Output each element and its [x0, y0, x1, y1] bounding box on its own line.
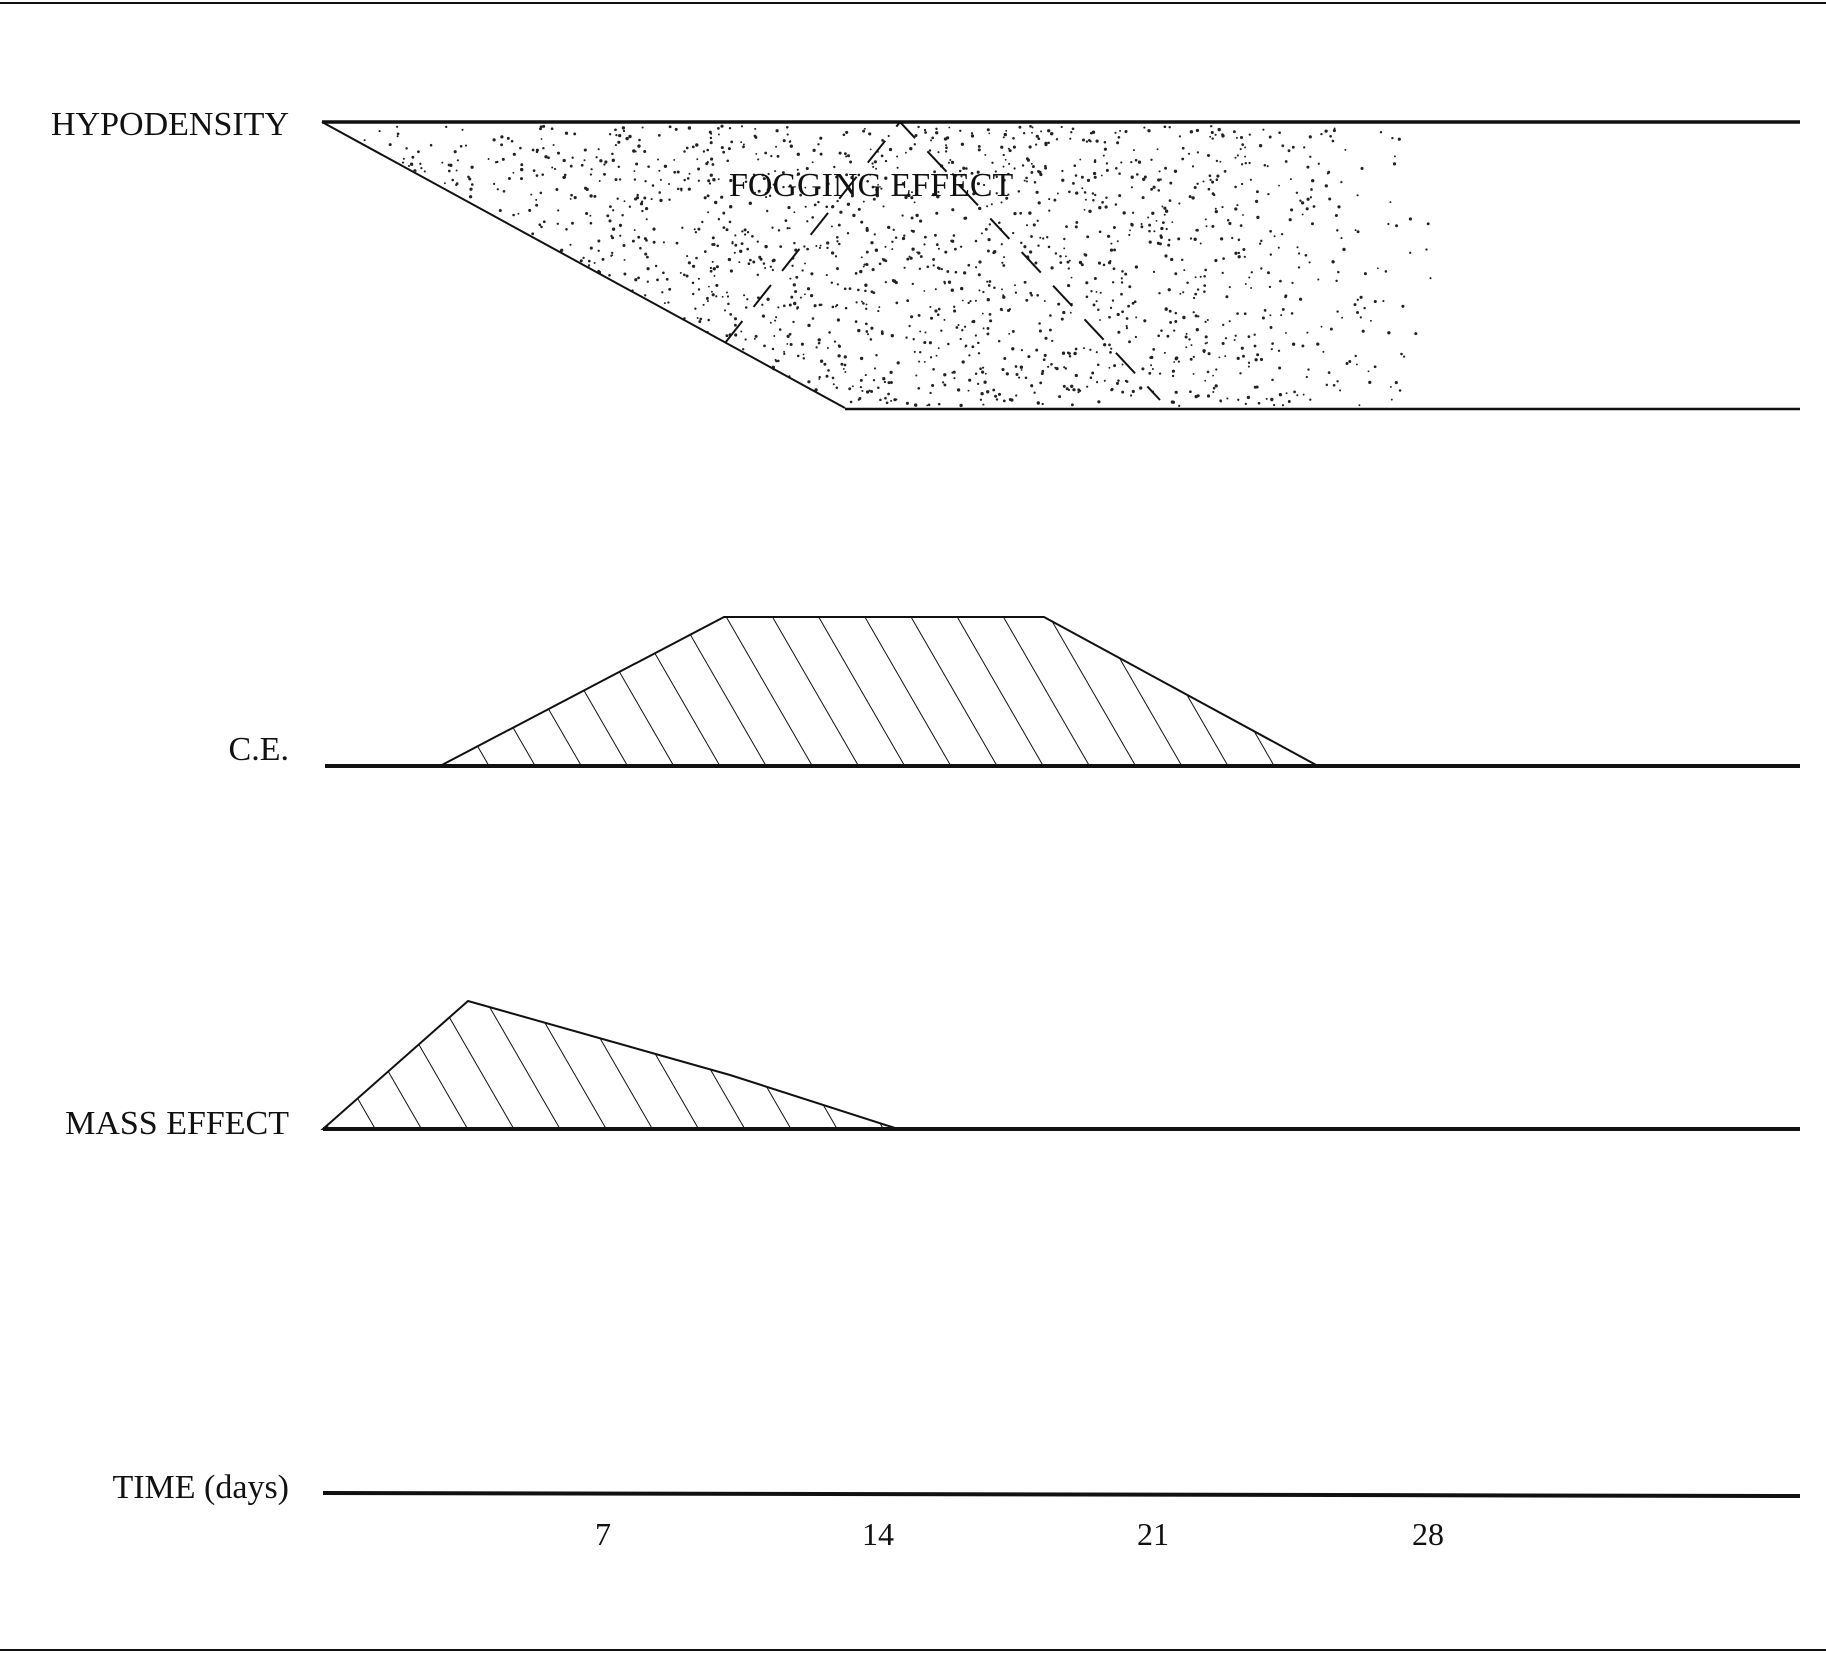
- mass-effect-hatched-triangle: [320, 999, 899, 1130]
- hypodensity-label: HYPODENSITY: [51, 106, 289, 143]
- time-axis-label: TIME (days): [112, 1469, 289, 1506]
- mass-effect-label: MASS EFFECT: [65, 1105, 289, 1142]
- time-tick-label: 7: [595, 1516, 611, 1552]
- time-tick-label: 14: [862, 1516, 894, 1552]
- ce-row: [325, 616, 1800, 768]
- hypodensity-row: [321, 120, 1800, 411]
- time-tick-label: 21: [1137, 1516, 1169, 1552]
- fogging-effect-dashed-line: [724, 120, 1161, 401]
- time-tick-label: 28: [1412, 1516, 1444, 1552]
- ce-label: C.E.: [228, 731, 289, 768]
- time-axis-line: [322, 1491, 1801, 1498]
- ce-hatched-trapezoid: [439, 616, 1319, 767]
- hypodensity-slope-line: [321, 121, 846, 409]
- mass-effect-row: [320, 999, 1800, 1131]
- time-axis: [322, 1491, 1801, 1498]
- fogging-effect-label: FOGGING EFFECT: [729, 167, 1014, 204]
